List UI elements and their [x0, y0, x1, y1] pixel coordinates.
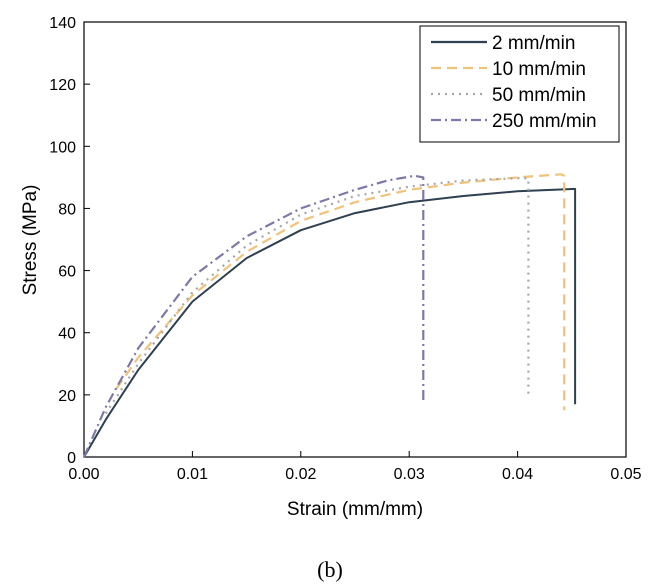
x-tick-label: 0.04 — [502, 466, 533, 483]
x-tick-label: 0.01 — [177, 466, 208, 483]
legend-box — [419, 25, 620, 143]
y-tick-label: 140 — [49, 15, 76, 32]
x-tick-label: 0.00 — [68, 466, 99, 483]
figure-caption: (b) — [317, 557, 343, 582]
x-tick-label: 0.03 — [394, 466, 425, 483]
y-tick-label: 60 — [58, 264, 76, 281]
legend: 2 mm/min 10 mm/min 50 mm/min 250 mm/min — [419, 25, 620, 143]
y-tick-label: 0 — [67, 450, 76, 467]
y-tick-label: 40 — [58, 326, 76, 343]
legend-label-3: 250 mm/min — [492, 111, 597, 132]
series-line-2 — [104, 176, 530, 415]
series-line-1 — [115, 173, 566, 411]
x-axis-title: Strain (mm/mm) — [287, 499, 423, 520]
y-tick-label: 80 — [58, 201, 76, 218]
axis-ticks: 0.00 0.01 0.02 0.03 0.04 0.05 0 20 40 60 80 100 120 1… — [49, 15, 641, 483]
x-tick-label: 0.02 — [285, 466, 316, 483]
y-tick-label: 100 — [49, 139, 76, 156]
x-tick-label: 0.05 — [610, 466, 641, 483]
series-line-3 — [82, 174, 425, 458]
y-axis-title: Stress (MPa) — [20, 185, 41, 296]
legend-label-2: 50 mm/min — [492, 85, 586, 106]
y-tick-label: 20 — [58, 388, 76, 405]
series-lines — [82, 173, 577, 458]
legend-label-1: 10 mm/min — [492, 59, 586, 80]
y-tick-label: 120 — [49, 77, 76, 94]
plot-frame — [83, 21, 627, 458]
legend-label-0: 2 mm/min — [492, 33, 575, 54]
series-line-0 — [83, 187, 577, 458]
